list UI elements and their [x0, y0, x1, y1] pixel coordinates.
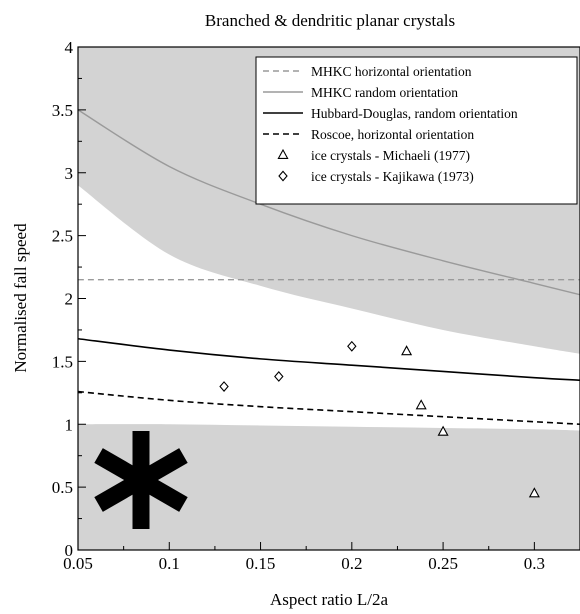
y-axis-label: Normalised fall speed [11, 223, 30, 373]
legend-marker [277, 148, 289, 159]
legend-label: ice crystals - Michaeli (1977) [311, 148, 470, 163]
y-tick-label: 0.5 [52, 478, 73, 497]
data-point [528, 487, 540, 498]
x-tick-label: 0.05 [63, 554, 93, 573]
legend-label: MHKC random orientation [311, 85, 458, 100]
legend: MHKC horizontal orientation MHKC random o… [255, 56, 578, 205]
series-line [78, 337, 580, 382]
snowflake-arm [94, 448, 188, 512]
data-point [274, 371, 284, 382]
y-tick-label: 2.5 [52, 227, 73, 246]
y-tick-label: 1.5 [52, 352, 73, 371]
data-point [401, 345, 413, 356]
snowflake-icon [94, 431, 188, 529]
legend-label: Hubbard-Douglas, random orientation [311, 106, 518, 121]
axes: 0 0.5 1 1.5 2 2.5 3 3.5 4 0.05 0.1 0.15 0.2 0.25 0.3 [52, 38, 580, 573]
x-tick-label: 0.1 [159, 554, 180, 573]
x-tick-label: 0.25 [428, 554, 458, 573]
chart-title: Branched & dendritic planar crystals [205, 11, 455, 30]
data-point [219, 381, 229, 392]
legend-label: Roscoe, horizontal orientation [311, 127, 474, 142]
y-tick-label: 1 [65, 415, 74, 434]
y-tick-label: 3.5 [52, 101, 73, 120]
x-tick-label: 0.3 [524, 554, 545, 573]
x-tick-label: 0.2 [341, 554, 362, 573]
legend-label: ice crystals - Kajikawa (1973) [311, 169, 474, 184]
shaded-band-2 [78, 424, 580, 550]
x-tick-label: 0.15 [246, 554, 276, 573]
y-tick-label: 4 [65, 38, 74, 57]
series-line [78, 390, 580, 426]
legend-marker [278, 170, 288, 182]
y-tick-label: 0 [65, 541, 74, 560]
x-axis-label: Aspect ratio L/2a [270, 590, 388, 609]
series-points [219, 340, 540, 498]
y-tick-label: 2 [65, 290, 74, 309]
data-point [415, 399, 427, 410]
series-line [78, 109, 580, 296]
data-point [437, 425, 449, 436]
legend-box [255, 56, 578, 205]
y-tick-label: 3 [65, 164, 74, 183]
series-lines [78, 109, 580, 426]
legend-label: MHKC horizontal orientation [311, 64, 472, 79]
data-point [347, 340, 357, 352]
